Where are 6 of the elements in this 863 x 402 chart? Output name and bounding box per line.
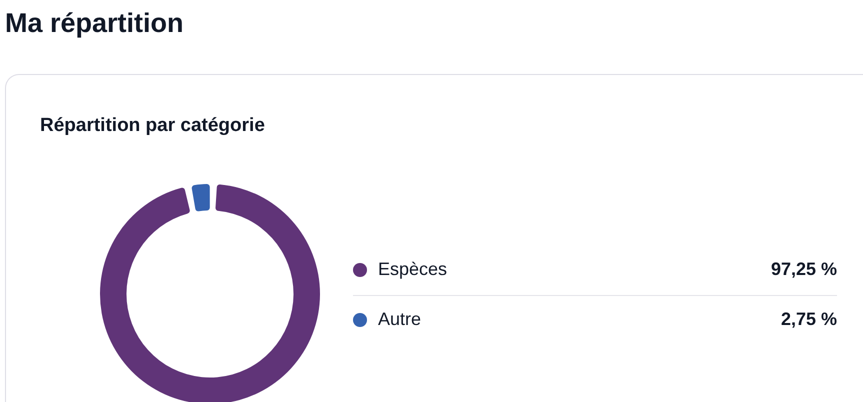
data-label: 97,25 % (770, 258, 837, 279)
chart-title: Ma répartition (5, 8, 184, 39)
chart-subtitle: Répartition par catégorie (40, 115, 265, 137)
legend-label: Espèces (378, 258, 448, 279)
data-label: 2,75 % (780, 308, 837, 329)
legend-label: Autre (378, 308, 422, 329)
